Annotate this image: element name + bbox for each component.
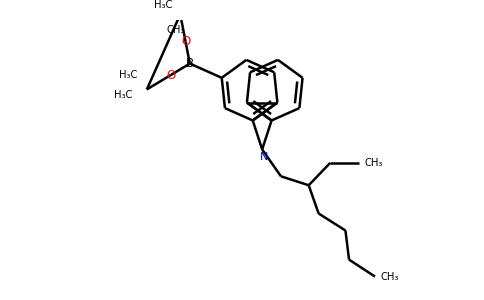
Text: CH₃: CH₃ bbox=[380, 272, 398, 282]
Text: N: N bbox=[260, 152, 269, 163]
Text: H₃C: H₃C bbox=[114, 90, 133, 100]
Text: H₃C: H₃C bbox=[119, 70, 137, 80]
Text: CH₃: CH₃ bbox=[166, 25, 185, 35]
Text: H₃C: H₃C bbox=[154, 0, 172, 11]
Text: CH₃: CH₃ bbox=[364, 158, 383, 168]
Text: O: O bbox=[181, 35, 190, 48]
Text: B: B bbox=[186, 57, 194, 70]
Text: O: O bbox=[166, 69, 175, 82]
